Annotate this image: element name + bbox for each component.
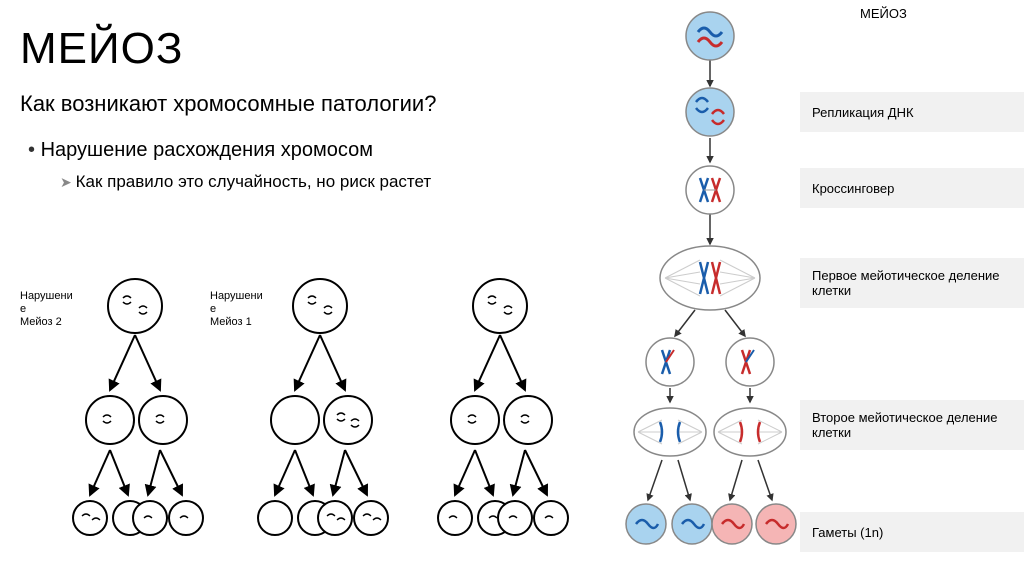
nd-cell-empty <box>270 395 320 445</box>
nd-parent-cell-2 <box>292 278 348 334</box>
nd-gamete <box>533 500 569 536</box>
page-title: МЕЙОЗ <box>20 24 600 74</box>
meiosis-stages-diagram: МЕЙОЗ Репликация ДНК Кроссинговер Первое… <box>620 0 1024 574</box>
right-title: МЕЙОЗ <box>860 6 907 22</box>
stage-label-replication: Репликация ДНК <box>800 92 1024 132</box>
bullet-2: Как правило это случайность, но риск рас… <box>20 172 600 192</box>
stage-label-crossover: Кроссинговер <box>800 168 1024 208</box>
nd-parent-cell-3 <box>472 278 528 334</box>
nd-gamete <box>437 500 473 536</box>
nd-gamete <box>72 500 108 536</box>
stage-label-gametes: Гаметы (1n) <box>800 512 1024 552</box>
nd-cell <box>85 395 135 445</box>
nd-parent-cell-1 <box>107 278 163 334</box>
subtitle: Как возникают хромосомные патологии? <box>20 90 600 119</box>
stage-label-meiosis1: Первое мейотическое деление клетки <box>800 258 1024 308</box>
nondisjunction-diagram: Нарушени е Мейоз 2 Нарушени е Мейоз 1 <box>20 260 600 560</box>
nd-cell <box>323 395 373 445</box>
nd-cell <box>503 395 553 445</box>
nd-gamete <box>353 500 389 536</box>
nd-cell <box>138 395 188 445</box>
stage-label-meiosis2: Второе мейотическое деление клетки <box>800 400 1024 450</box>
bullet-1: Нарушение расхождения хромосом <box>20 139 600 162</box>
nd-gamete-empty <box>257 500 293 536</box>
nd-cell <box>450 395 500 445</box>
nd-gamete <box>497 500 533 536</box>
nd-gamete <box>132 500 168 536</box>
nd-gamete <box>317 500 353 536</box>
nd-gamete <box>168 500 204 536</box>
